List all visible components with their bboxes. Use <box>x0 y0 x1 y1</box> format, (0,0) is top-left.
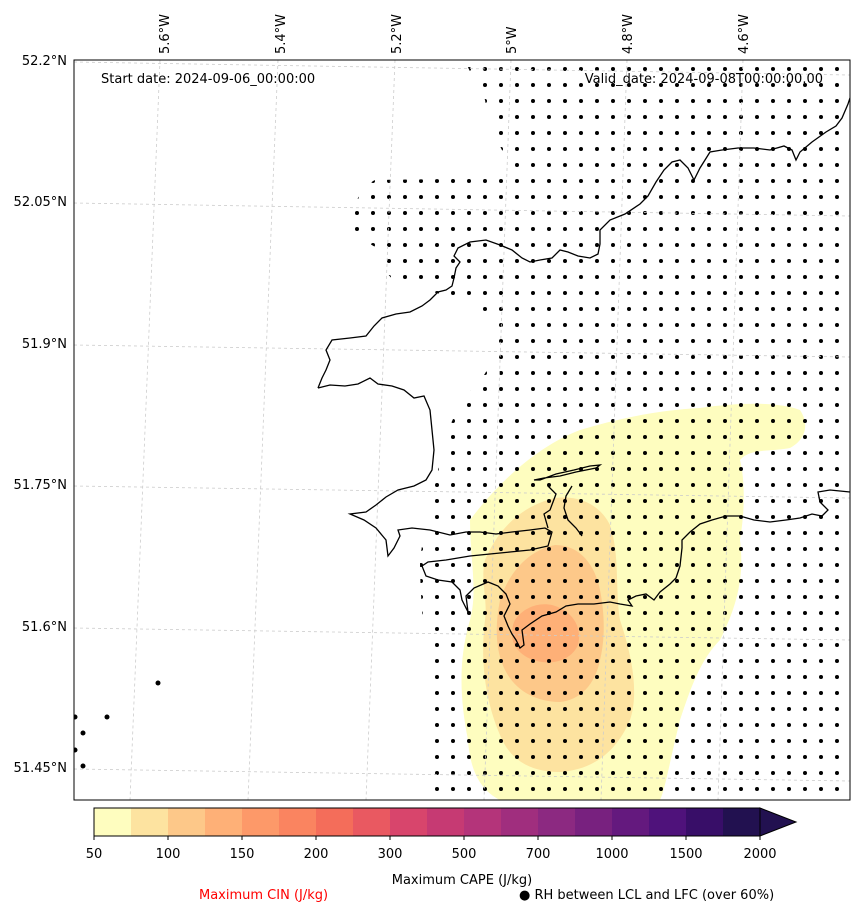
colorbar-swatch <box>501 808 539 836</box>
colorbar-tick-label: 150 <box>230 847 255 862</box>
colorbar-swatch <box>131 808 169 836</box>
colorbar-tick-label: 500 <box>452 847 477 862</box>
rh-dot <box>74 714 78 720</box>
colorbar-swatch <box>686 808 724 836</box>
colorbar-tick-label: 1500 <box>669 847 702 862</box>
lat-label: 51.6°N <box>22 620 67 635</box>
colorbar-swatch <box>353 808 391 836</box>
colorbar-tick-label: 50 <box>86 847 103 862</box>
lon-label: 5.2°W <box>390 14 405 54</box>
latitude-labels: 52.2°N 52.05°N 51.9°N 51.75°N 51.6°N 51.… <box>14 54 67 776</box>
colorbar-title: Maximum CAPE (J/kg) <box>392 873 532 888</box>
colorbar-tick-label: 200 <box>304 847 329 862</box>
lat-label: 52.2°N <box>22 54 67 69</box>
rh-dot <box>155 680 161 686</box>
lat-label: 51.9°N <box>22 337 67 352</box>
lat-label: 52.05°N <box>14 195 67 210</box>
rh-legend-label: ● RH between LCL and LFC (over 60%) <box>519 888 775 903</box>
coastline <box>317 97 850 649</box>
rh-dot <box>80 763 86 769</box>
cin-legend-label: Maximum CIN (J/kg) <box>199 888 329 903</box>
rh-stipple-region <box>345 60 850 800</box>
colorbar-tick-label: 2000 <box>743 847 776 862</box>
colorbar-swatch <box>538 808 576 836</box>
colorbar-swatch <box>575 808 613 836</box>
lat-label: 51.75°N <box>14 478 67 493</box>
lon-label: 5.6°W <box>158 14 173 54</box>
colorbar-swatch <box>316 808 354 836</box>
colorbar-swatch <box>94 808 132 836</box>
colorbar-swatch <box>242 808 280 836</box>
colorbar-swatch <box>168 808 206 836</box>
colorbar-swatch <box>723 808 761 836</box>
colorbar-outline <box>93 807 760 837</box>
colorbar-extend-arrow <box>759 807 798 837</box>
colorbar-swatch <box>612 808 650 836</box>
start-date-label: Start date: 2024-09-06_00:00:00 <box>101 72 315 87</box>
colorbar-tick-label: 700 <box>526 847 551 862</box>
colorbar-swatch <box>649 808 687 836</box>
colorbar-swatch <box>427 808 465 836</box>
colorbar-swatch <box>464 808 502 836</box>
colorbar-tick-label: 1000 <box>595 847 628 862</box>
colorbar-tick-label: 300 <box>378 847 403 862</box>
lon-label: 4.8°W <box>621 14 636 54</box>
rh-dot <box>104 714 110 720</box>
colorbar-tick-label: 100 <box>156 847 181 862</box>
valid-date-label: Valid_date: 2024-09-08T00:00:00.00 <box>585 72 823 87</box>
lon-label: 4.6°W <box>737 14 752 54</box>
colorbar-swatch <box>279 808 317 836</box>
map-frame <box>73 59 851 801</box>
colorbar <box>93 807 798 837</box>
colorbar-swatch <box>205 808 243 836</box>
longitude-labels: 5.6°W 5.4°W 5.2°W 5°W 4.8°W 4.6°W <box>158 14 752 54</box>
colorbar-tick-labels: 50 100 150 200 300 500 700 1000 1500 2000 <box>86 836 777 862</box>
rh-dot <box>74 747 78 753</box>
lon-label: 5.4°W <box>274 14 289 54</box>
rh-dot <box>80 730 86 736</box>
lat-label: 51.45°N <box>14 761 67 776</box>
colorbar-swatch <box>390 808 428 836</box>
lon-label: 5°W <box>505 26 520 54</box>
